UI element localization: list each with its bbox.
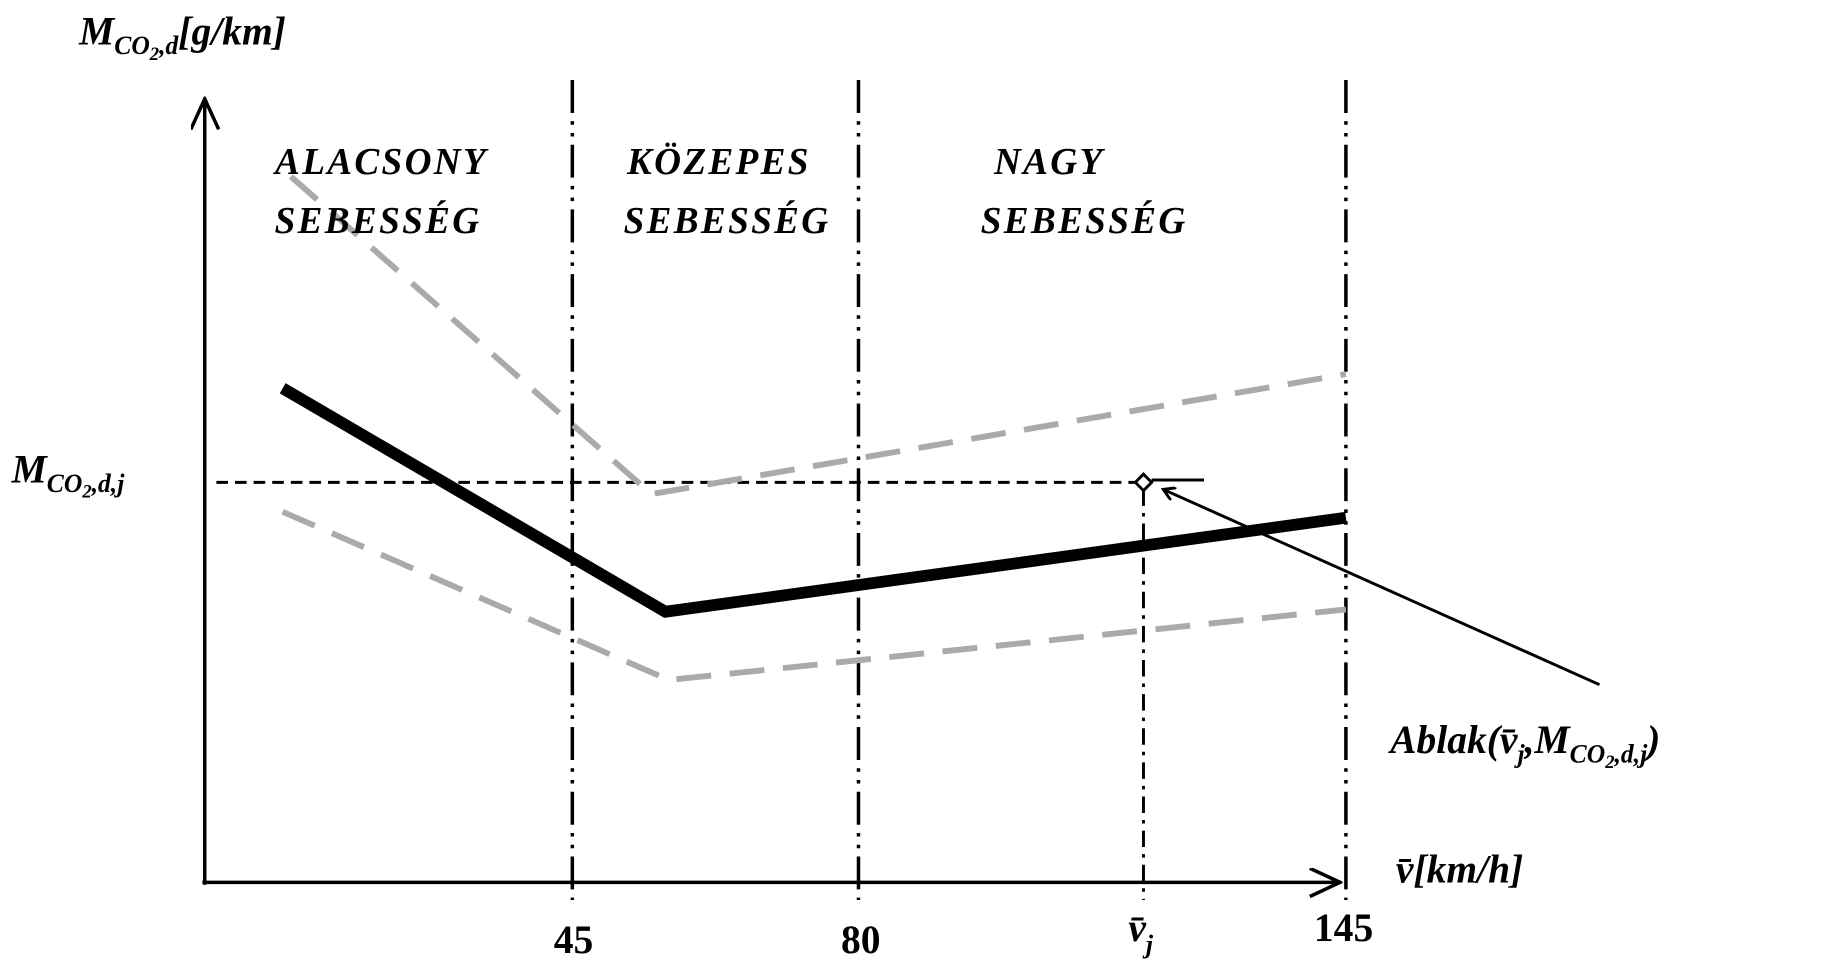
zone-label: SEBESSÉG xyxy=(981,200,1188,242)
point xyxy=(1133,472,1154,493)
x-axis-label: v̄[km/h] xyxy=(1396,847,1523,891)
zone-label: NAGY xyxy=(993,142,1105,183)
x-tick-label: 45 xyxy=(554,918,594,960)
annotation-arrow xyxy=(1163,489,1601,687)
zone-label: SEBESSÉG xyxy=(624,200,831,242)
x-tick-label: 145 xyxy=(1314,906,1373,950)
zone-labels: ALACSONY SEBESSÉG KÖZEPES SEBESSÉG NAGY … xyxy=(273,142,1188,242)
annotation: Ablak(v̄j,MCO2,d,j) xyxy=(1387,718,1660,774)
zone-label: SEBESSÉG xyxy=(275,200,482,242)
x-point-label: v̄j xyxy=(1128,906,1154,959)
mean-curve xyxy=(279,383,1347,618)
zone-label: ALACSONY xyxy=(273,142,489,183)
lower-bound xyxy=(281,509,1347,684)
x-tick-label: 80 xyxy=(841,918,881,960)
zone-separators xyxy=(570,80,1348,900)
y-axis-label: MCO2,d[g/km] xyxy=(78,10,286,66)
y-value-label: MCO2,d,j xyxy=(11,447,126,503)
zone-label: KÖZEPES xyxy=(626,142,811,183)
